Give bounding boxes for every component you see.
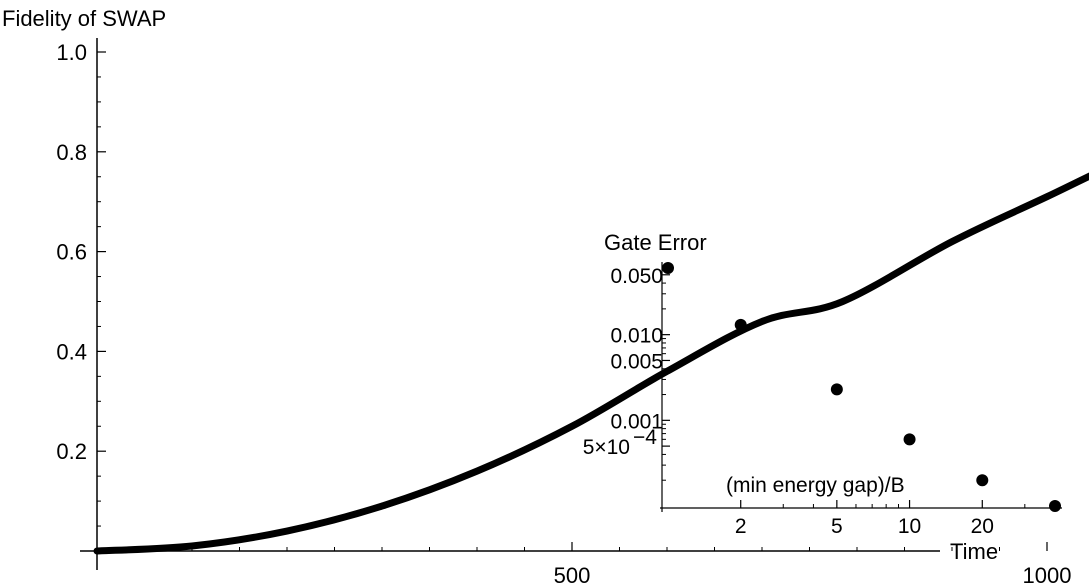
y-axis-label: Fidelity of SWAP [2,6,166,31]
y-tick-label: 1.0 [56,40,87,65]
inset-y-tick-label: 0.050 [610,265,663,288]
inset-x-tick-label: 10 [898,515,921,538]
inset-y-tick-label: 0.010 [610,325,663,348]
inset-data-point [903,433,916,446]
inset-x-tick-label: 20 [971,515,994,538]
y-tick-label: 0.8 [56,140,87,165]
inset-data-point [830,383,843,396]
x-tick-label: 1000 [1023,563,1072,587]
inset-y-axis-label: Gate Error [604,230,707,255]
main-curve-group [93,172,1089,555]
x-axis-label: Time [950,539,998,564]
y-tick-label: 0.2 [56,439,87,464]
y-tick-label: 0.4 [56,339,87,364]
inset-data-point [1049,500,1061,512]
inset-y-tick-label: 5×10 [583,436,630,459]
inset-x-axis-label: (min energy gap)/B [726,474,905,497]
x-tick-label: 500 [554,563,591,587]
inset-x-tick-label: 2 [735,515,747,538]
y-tick-label: 0.6 [56,240,87,265]
fidelity-curve [93,172,1089,555]
inset-data-point [734,318,747,331]
inset-data-point [662,262,674,274]
inset-y-tick-label: 0.001 [610,410,663,433]
inset-y-tick-exponent: −4 [633,426,657,449]
inset-y-tick-label: 0.005 [610,350,663,373]
inset-data-point [976,474,989,487]
inset-x-tick-label: 5 [831,515,843,538]
